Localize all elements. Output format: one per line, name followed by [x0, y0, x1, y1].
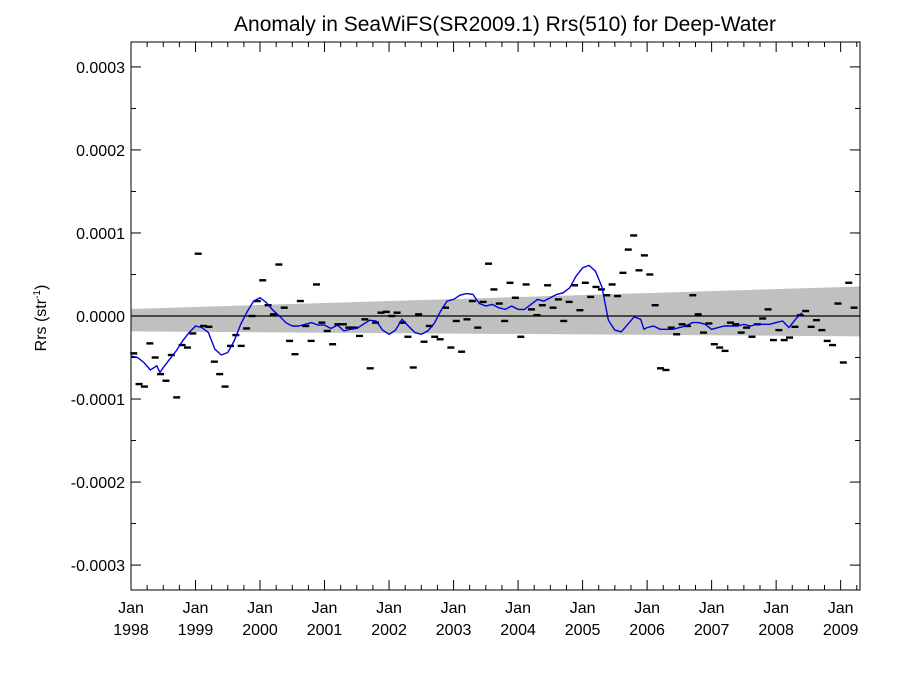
y-axis-label-close: ) — [33, 285, 50, 290]
x-tick-month-label: Jan — [441, 600, 467, 617]
x-tick-month-label: Jan — [828, 600, 854, 617]
y-tick-label: -0.0002 — [71, 475, 125, 492]
y-tick-label: -0.0001 — [71, 392, 125, 409]
y-tick-label: 0.0002 — [76, 143, 125, 160]
x-tick-year-label: 2003 — [436, 622, 472, 639]
x-tick-month-label: Jan — [505, 600, 531, 617]
y-tick-label: 0.0000 — [76, 309, 125, 326]
x-tick-month-label: Jan — [376, 600, 402, 617]
x-tick-year-label: 2009 — [823, 622, 859, 639]
y-axis-label-superscript: -1 — [32, 290, 43, 299]
x-tick-year-label: 2007 — [694, 622, 730, 639]
x-tick-year-label: 1998 — [113, 622, 149, 639]
x-tick-month-label: Jan — [763, 600, 789, 617]
x-tick-year-label: 2005 — [565, 622, 601, 639]
x-tick-month-label: Jan — [634, 600, 660, 617]
trend-confidence-band — [131, 286, 860, 337]
x-tick-month-label: Jan — [699, 600, 725, 617]
chart-title: Anomaly in SeaWiFS(SR2009.1) Rrs(510) fo… — [234, 13, 776, 36]
y-axis-label: Rrs (str-1) — [32, 285, 50, 352]
x-tick-month-label: Jan — [570, 600, 596, 617]
x-tick-year-label: 2001 — [307, 622, 343, 639]
x-tick-year-label: 2002 — [371, 622, 407, 639]
y-tick-label: 0.0003 — [76, 60, 125, 77]
y-axis-label-text: Rrs (str — [33, 298, 50, 351]
x-tick-year-label: 2000 — [242, 622, 278, 639]
y-tick-label: -0.0003 — [71, 558, 125, 575]
smoothed-anomaly-line — [130, 264, 803, 374]
plot-area: -0.0003 -0.0002 -0.0001 0.0000 0.0001 0.0002 0… — [71, 41, 861, 639]
y-tick-label: 0.0001 — [76, 226, 125, 243]
x-tick-month-label: Jan — [247, 600, 273, 617]
x-tick-month-label: Jan — [118, 600, 144, 617]
x-tick-year-label: 2004 — [500, 622, 536, 639]
x-tick-month-label: Jan — [312, 600, 338, 617]
x-tick-month-label: Jan — [183, 600, 209, 617]
x-tick-year-label: 2008 — [758, 622, 794, 639]
x-tick-year-label: 1999 — [178, 622, 214, 639]
x-tick-year-label: 2006 — [629, 622, 665, 639]
